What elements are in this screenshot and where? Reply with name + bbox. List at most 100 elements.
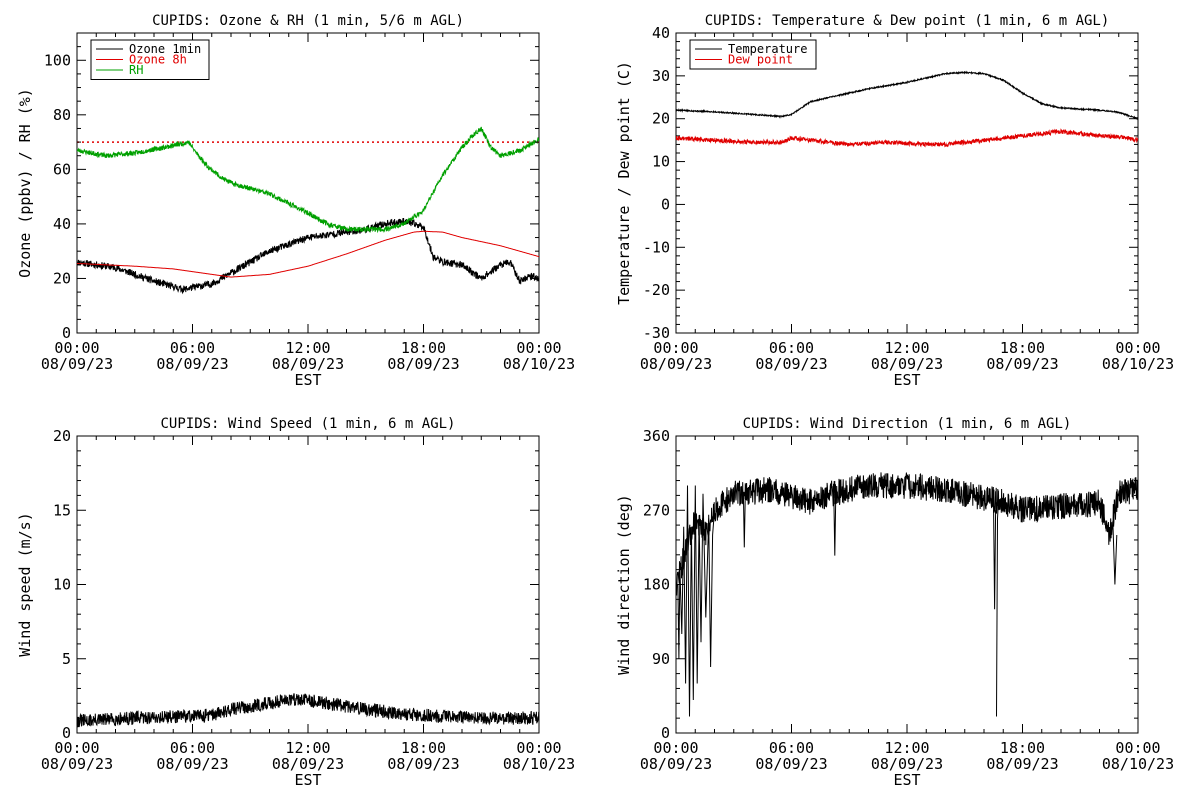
y-tick-label: -30: [643, 324, 670, 342]
x-tick-date: 08/09/23: [755, 755, 827, 773]
x-tick-time: 00:00: [54, 739, 99, 757]
y-tick-label: 90: [652, 650, 670, 668]
legend-label: Dew point: [728, 53, 793, 67]
series-line-2: [677, 485, 715, 717]
x-tick-date: 08/09/23: [272, 355, 344, 373]
x-tick-date: 08/09/23: [41, 755, 113, 773]
y-tick-label: 10: [652, 153, 670, 171]
plot-area: [676, 472, 1138, 717]
x-tick-date: 08/09/23: [986, 355, 1058, 373]
x-tick-date: 08/09/23: [871, 755, 943, 773]
series-line-1: [77, 693, 539, 728]
x-axis-label: EST: [893, 771, 920, 789]
x-axis-label: EST: [893, 371, 920, 389]
plot-frame: [675, 435, 1139, 734]
x-tick-time: 06:00: [769, 739, 814, 757]
x-tick-time: 00:00: [516, 339, 561, 357]
y-tick-label: 0: [661, 195, 670, 213]
y-tick-label: 270: [643, 501, 670, 519]
x-tick-time: 00:00: [54, 339, 99, 357]
x-tick-time: 12:00: [884, 739, 929, 757]
plot-area: [676, 70, 1138, 148]
y-axis-label: Temperature / Dew point (C): [615, 61, 633, 305]
y-tick-label: 0: [62, 324, 71, 342]
x-tick-time: 12:00: [884, 339, 929, 357]
y-tick-label: 20: [652, 110, 670, 128]
y-tick-label: 10: [53, 576, 71, 594]
x-tick-time: 00:00: [516, 739, 561, 757]
x-tick-date: 08/10/23: [503, 755, 575, 773]
x-tick-date: 08/09/23: [156, 355, 228, 373]
x-tick-date: 08/09/23: [387, 355, 459, 373]
series-line-1: [676, 472, 1138, 596]
x-tick-time: 00:00: [1115, 739, 1160, 757]
x-tick-time: 18:00: [401, 339, 446, 357]
chart-title: CUPIDS: Wind Direction (1 min, 6 m AGL): [743, 416, 1072, 432]
x-tick-time: 12:00: [285, 339, 330, 357]
x-tick-date: 08/09/23: [387, 755, 459, 773]
y-tick-label: 15: [53, 501, 71, 519]
x-tick-date: 08/09/23: [640, 355, 712, 373]
plot-area: [77, 693, 539, 728]
y-tick-label: -20: [643, 281, 670, 299]
x-tick-date: 08/09/23: [272, 755, 344, 773]
chart-title: CUPIDS: Wind Speed (1 min, 6 m AGL): [160, 416, 455, 432]
x-tick-time: 06:00: [170, 339, 215, 357]
chart-title: CUPIDS: Temperature & Dew point (1 min, …: [705, 13, 1110, 29]
y-tick-label: -10: [643, 238, 670, 256]
x-tick-time: 06:00: [769, 339, 814, 357]
x-tick-time: 18:00: [401, 739, 446, 757]
y-tick-label: 30: [652, 67, 670, 85]
plot-frame: [76, 435, 540, 734]
x-tick-time: 18:00: [1000, 339, 1045, 357]
x-tick-date: 08/09/23: [640, 755, 712, 773]
y-tick-label: 40: [53, 215, 71, 233]
y-tick-label: 20: [53, 269, 71, 287]
y-tick-label: 0: [62, 724, 71, 742]
series-line-1: [676, 70, 1138, 121]
plot-frame: [675, 32, 1139, 334]
y-tick-label: 60: [53, 160, 71, 178]
y-tick-label: 100: [44, 51, 71, 69]
x-tick-time: 00:00: [1115, 339, 1160, 357]
x-tick-date: 08/09/23: [41, 355, 113, 373]
x-tick-date: 08/10/23: [503, 355, 575, 373]
chart-panel-4: CUPIDS: Wind Direction (1 min, 6 m AGL) 0…: [615, 416, 1174, 789]
x-tick-time: 12:00: [285, 739, 330, 757]
series-line-2: [676, 128, 1138, 148]
x-tick-date: 08/09/23: [986, 755, 1058, 773]
chart-panel-3: CUPIDS: Wind Speed (1 min, 6 m AGL) 0 5 10 1…: [16, 416, 575, 789]
y-tick-label: 5: [62, 650, 71, 668]
x-tick-time: 18:00: [1000, 739, 1045, 757]
x-tick-date: 08/10/23: [1102, 355, 1174, 373]
series-line-3: [742, 493, 1118, 717]
x-tick-date: 08/10/23: [1102, 755, 1174, 773]
series-line-1: [77, 217, 539, 295]
y-tick-label: 0: [661, 724, 670, 742]
y-tick-label: 20: [53, 427, 71, 445]
x-axis-label: EST: [294, 771, 321, 789]
y-axis-label: Wind speed (m/s): [16, 512, 34, 657]
series-line-3: [77, 126, 539, 234]
legend-label: Ozone 8h: [129, 53, 187, 67]
x-tick-date: 08/09/23: [755, 355, 827, 373]
legend-label: Temperature: [728, 42, 807, 56]
x-tick-time: 00:00: [653, 739, 698, 757]
chart-panel-2: CUPIDS: Temperature & Dew point (1 min, …: [615, 13, 1174, 389]
y-tick-label: 40: [652, 24, 670, 42]
y-axis-label: Wind direction (deg): [615, 494, 633, 675]
y-tick-label: 360: [643, 427, 670, 445]
chart-title: CUPIDS: Ozone & RH (1 min, 5/6 m AGL): [152, 13, 464, 29]
y-axis-label: Ozone (ppbv) / RH (%): [16, 88, 34, 278]
x-tick-date: 08/09/23: [156, 755, 228, 773]
x-tick-date: 08/09/23: [871, 355, 943, 373]
y-tick-label: 180: [643, 576, 670, 594]
legend-label: RH: [129, 63, 143, 77]
series-line-2: [77, 230, 539, 278]
plot-area: [77, 126, 539, 295]
chart-panel-1: CUPIDS: Ozone & RH (1 min, 5/6 m AGL) 00:…: [16, 13, 575, 389]
y-tick-label: 80: [53, 106, 71, 124]
